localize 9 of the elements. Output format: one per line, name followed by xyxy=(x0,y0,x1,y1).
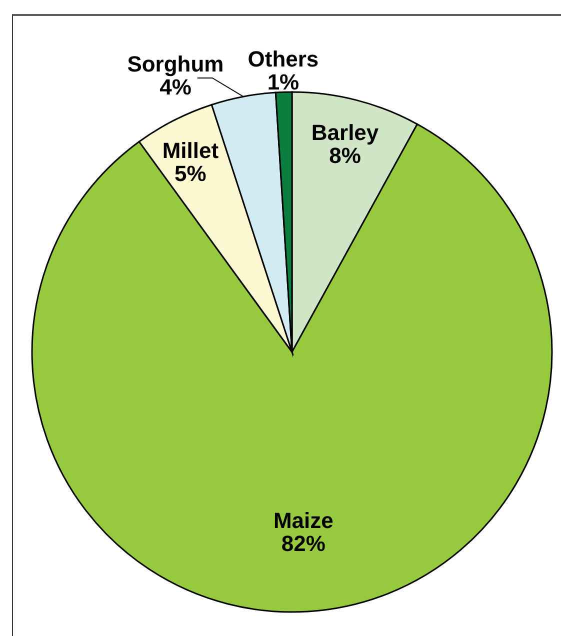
data-label: 82% xyxy=(281,531,326,556)
data-label: 8% xyxy=(329,143,361,168)
data-label: 5% xyxy=(174,161,206,186)
slice-label: Others xyxy=(248,46,319,72)
slice-label: Sorghum xyxy=(127,52,224,77)
slice-label: Millet xyxy=(162,138,220,164)
slice-label: Maize xyxy=(273,508,334,534)
slice-label: Barley xyxy=(311,120,380,146)
data-label: 1% xyxy=(267,70,300,95)
